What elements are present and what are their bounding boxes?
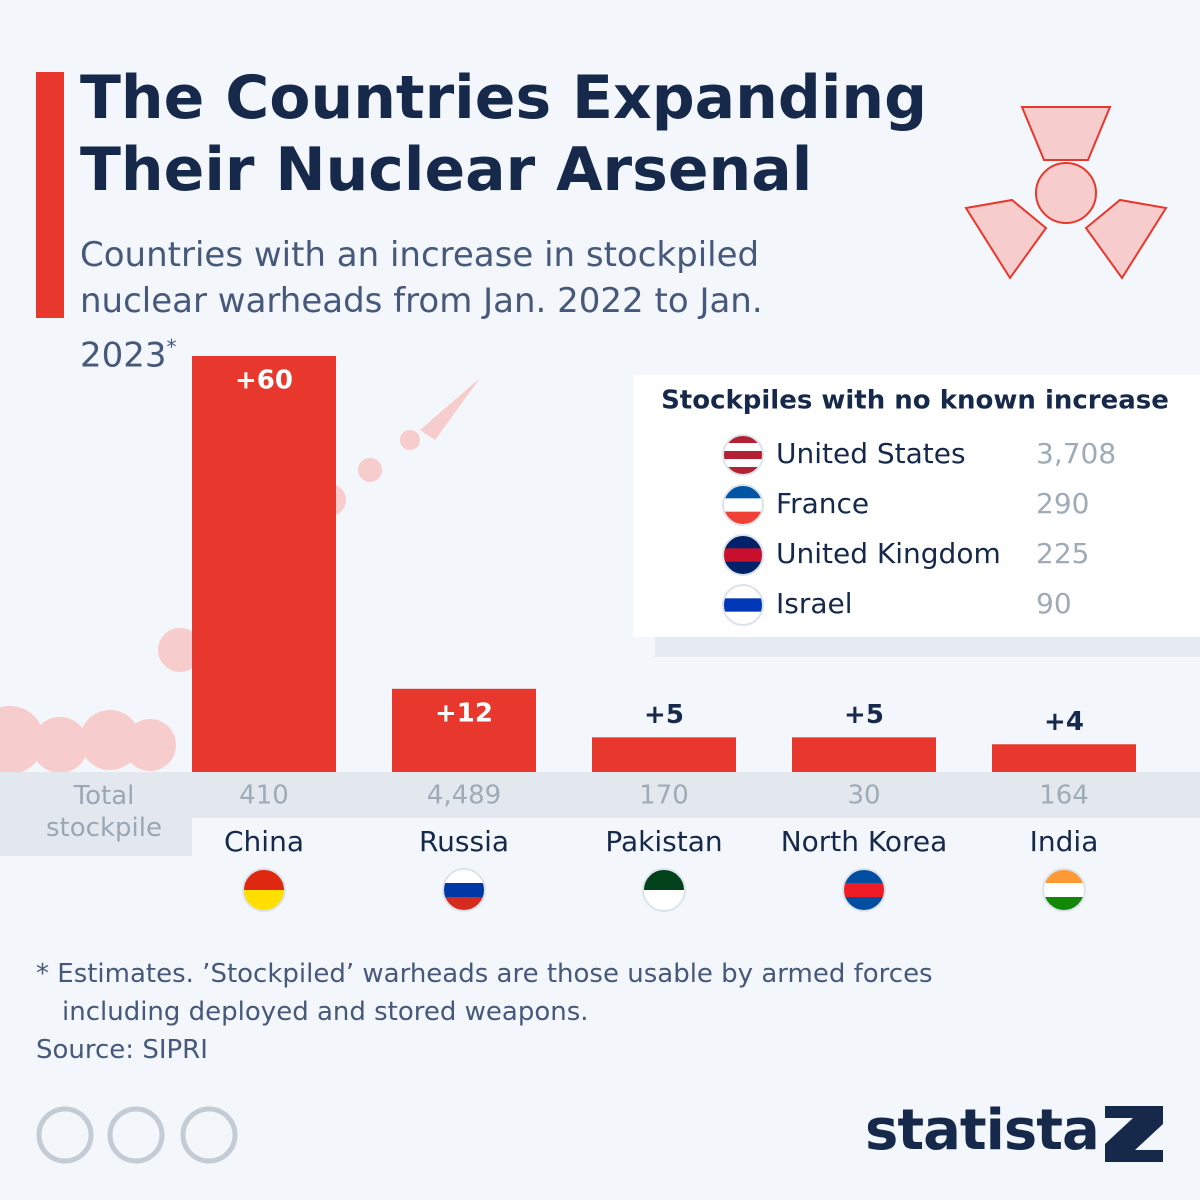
chart-subtitle: Countries with an increase in stockpiled… [80,232,840,378]
flag-stripe [843,883,885,898]
bar [992,744,1136,772]
flag-stripe [243,869,285,891]
subtitle-text: Countries with an increase in stockpiled… [80,235,763,376]
flag-border [1042,868,1086,912]
flag-stripe [723,443,763,452]
totals-band [0,772,1200,818]
value-label: +12 [435,698,493,728]
subtitle-marker: * [166,335,177,359]
total-value: 164 [1039,781,1089,811]
inset-country: United Kingdom [776,537,1001,570]
chart-title: The Countries Expanding Their Nuclear Ar… [80,63,928,205]
radiation-icon [964,106,1168,280]
x-tick-label: Russia [419,825,509,858]
flag-stripe [723,598,763,613]
bar [192,356,336,772]
brand-icon [1105,1106,1163,1162]
inset-value: 225 [1036,537,1089,570]
total-value: 30 [847,781,880,811]
bar [592,737,736,772]
rocket-trail [0,378,480,774]
flag-stripe [723,435,763,444]
total-value: 410 [239,781,289,811]
inset-country: Israel [776,587,853,620]
totals-label: Total stockpile [46,781,162,843]
bar [392,688,536,772]
source: Source: SIPRI [36,1035,208,1065]
x-tick-label: China [224,825,304,858]
value-label: +5 [844,700,884,730]
bar [792,737,936,772]
x-tick-label: Pakistan [605,825,722,858]
inset-title: Stockpiles with no known increase [661,386,1169,416]
footnote: * Estimates. ’Stockpiled’ warheads are t… [36,959,933,1027]
flag-border [642,868,686,912]
license-icon [180,1106,238,1164]
flag-stripe [443,883,485,898]
total-value: 4,489 [427,781,501,811]
flag-border [242,868,286,912]
value-label: +5 [644,700,684,730]
license-icon [36,1106,94,1164]
brand-logo: statista [865,1098,1100,1163]
flag-border [722,534,764,576]
inset-value: 3,708 [1036,437,1116,470]
flag-stripe [643,869,685,891]
flag-stripe [723,467,763,475]
flag-border [722,484,764,526]
x-tick-label: North Korea [781,825,948,858]
license-icon [107,1106,165,1164]
inset-country: France [776,487,869,520]
value-label: +60 [235,366,293,396]
total-value: 170 [639,781,689,811]
flag-border [442,868,486,912]
flag-stripe [243,890,285,911]
x-tick-label: India [1030,825,1099,858]
inset-value: 90 [1036,587,1072,620]
flag-stripe [723,498,763,513]
inset-country: United States [776,437,966,470]
flag-stripe [723,459,763,468]
title-accent [36,72,64,318]
value-label: +4 [1044,707,1084,737]
flag-border [722,434,764,476]
flag-border [842,868,886,912]
totals-band [0,818,192,856]
flag-border [722,584,764,626]
flag-stripe [643,890,685,911]
flag-stripe [723,548,763,563]
flag-stripe [1043,883,1085,898]
flag-stripe [723,451,763,460]
inset-value: 290 [1036,487,1089,520]
